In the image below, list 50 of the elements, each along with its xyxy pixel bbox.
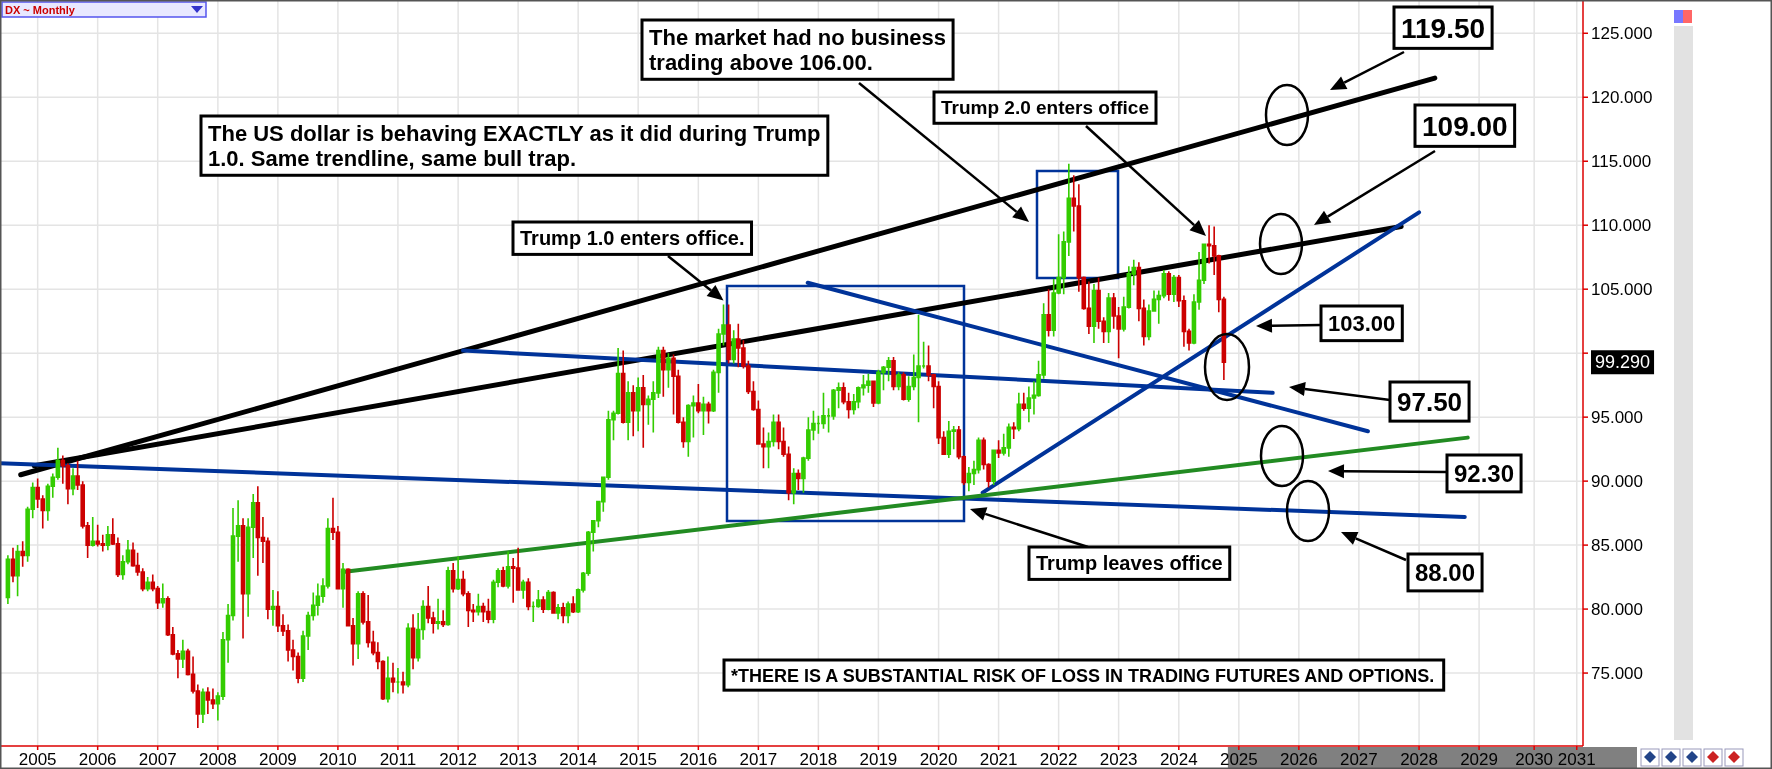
x-tick-label: 2019: [859, 750, 898, 769]
x-tick-label: 2010: [319, 750, 357, 769]
x-tick-label: 2020: [919, 750, 958, 769]
annotation: The market had no business trading above 106.00.: [649, 25, 947, 75]
annotation: Trump 2.0 enters office: [941, 97, 1150, 119]
y-tick-label: 125.000: [1591, 24, 1653, 44]
annotation: 88.00: [1415, 559, 1476, 587]
chart-title: DX ~ Monthly: [5, 4, 76, 16]
annotation: 97.50: [1397, 386, 1463, 417]
x-tick-label: 2008: [198, 750, 237, 769]
annotation: 103.00: [1328, 311, 1396, 337]
y-tick-label: 75.000: [1591, 664, 1643, 684]
y-tick-label: 120.000: [1591, 88, 1653, 108]
y-tick-label: 110.000: [1591, 216, 1652, 236]
x-tick-label: 2024: [1159, 750, 1198, 769]
y-tick-label: 85.000: [1591, 536, 1643, 556]
x-tick-label: 2017: [739, 750, 778, 769]
x-tick-label: 2006: [78, 750, 117, 769]
x-tick-label: 2023: [1099, 750, 1138, 769]
x-tick-label: 2013: [499, 750, 538, 769]
x-tick-label: 2022: [1039, 750, 1078, 769]
annotation: Trump leaves office: [1036, 552, 1223, 575]
y-tick-label: 95.000: [1591, 408, 1643, 428]
y-tick-label: 90.000: [1591, 472, 1643, 492]
annotation: 92.30: [1454, 460, 1515, 488]
annotation: *THERE IS A SUBSTANTIAL RISK OF LOSS IN TRADING FUTURES AND OPTIONS.: [731, 665, 1435, 686]
x-tick-label: 2026: [1279, 750, 1318, 769]
annotation: 109.00: [1422, 110, 1508, 142]
x-tick-label: 2029: [1460, 750, 1498, 769]
x-tick-label: 2028: [1400, 750, 1438, 769]
x-tick-label: 2014: [559, 750, 598, 769]
x-tick-label: 2009: [258, 750, 297, 769]
x-tick-label: 2031: [1557, 750, 1596, 769]
y-tick-label: 115.000: [1591, 152, 1652, 172]
x-tick-label: 2007: [138, 750, 177, 769]
x-tick-label: 2027: [1339, 750, 1378, 769]
x-tick-label: 2005: [18, 750, 57, 769]
y-tick-label: 80.000: [1591, 600, 1643, 620]
x-tick-label: 2016: [679, 750, 718, 769]
x-tick-label: 2011: [379, 750, 417, 769]
annotation: The US dollar is behaving EXACTLY as it did during Trump 1.0. Same trendline, same bull trap.: [208, 121, 821, 171]
x-tick-label: 2018: [799, 750, 838, 769]
x-tick-label: 2015: [619, 750, 658, 769]
x-tick-label: 2021: [979, 750, 1018, 769]
y-tick-label: 105.000: [1591, 280, 1653, 300]
x-tick-label: 2030: [1515, 750, 1554, 769]
annotation: Trump 1.0 enters office.: [520, 227, 745, 250]
annotation: 119.50: [1401, 12, 1486, 44]
text: 99.290: [1595, 352, 1651, 373]
x-tick-label: 2012: [439, 750, 478, 769]
